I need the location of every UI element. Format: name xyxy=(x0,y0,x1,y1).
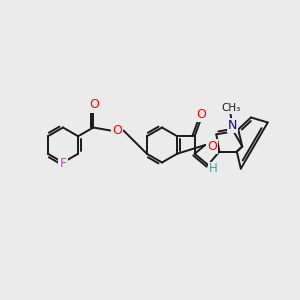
Text: O: O xyxy=(112,124,122,137)
Text: N: N xyxy=(228,119,237,132)
Text: O: O xyxy=(89,98,99,112)
Text: O: O xyxy=(197,108,207,121)
Text: H: H xyxy=(209,163,218,176)
Text: F: F xyxy=(59,157,67,170)
Text: CH₃: CH₃ xyxy=(222,103,241,113)
Text: O: O xyxy=(207,140,217,152)
